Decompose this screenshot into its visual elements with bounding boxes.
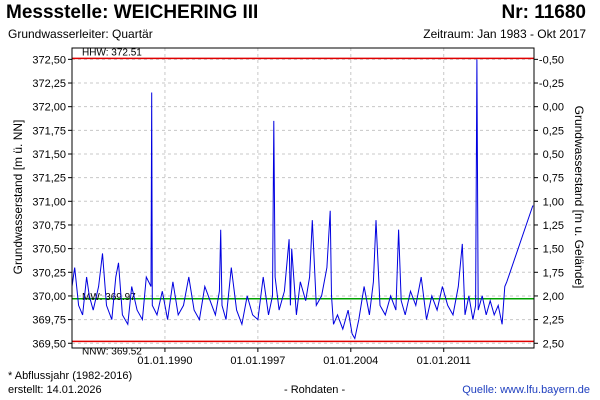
- x-axis-ticks: 01.01.1990 01.01.1997 01.01.2004 01.01.2011: [137, 348, 471, 367]
- mw-line-label: MW: 369.97: [82, 292, 136, 303]
- series-layer: [71, 59, 534, 340]
- y2-tick-label: 2,50: [543, 338, 564, 350]
- raw-data-label: - Rohdaten -: [284, 384, 346, 396]
- y-tick-label: 372,00: [32, 102, 66, 114]
- y2-tick-label: 0,75: [543, 173, 564, 185]
- y2-tick-label: 2,00: [543, 291, 564, 303]
- x-tick-label: 01.01.1997: [230, 355, 285, 367]
- y-tick-label: 370,75: [32, 220, 66, 232]
- y2-tick-label: 0,50: [543, 149, 564, 161]
- nnw-line-label: NNW: 369.52: [82, 346, 142, 357]
- period-label: Zeitraum: Jan 1983 - Okt 2017: [423, 27, 586, 41]
- created-date: erstellt: 14.01.2026: [8, 384, 102, 396]
- reference-lines: HHW: 372.51 MW: 369.97 NNW: 369.52: [72, 47, 534, 357]
- y-tick-label: 370,50: [32, 244, 66, 256]
- y-tick-label: 372,50: [32, 54, 66, 66]
- y-tick-label: 371,75: [32, 125, 66, 137]
- station-number: Nr: 11680: [501, 2, 586, 23]
- y2-tick-label: 1,50: [543, 244, 564, 256]
- hhw-line-label: HHW: 372.51: [82, 47, 142, 58]
- y-tick-label: 371,00: [32, 196, 66, 208]
- y-tick-label: 372,25: [32, 78, 66, 90]
- y2-tick-label: 0,25: [543, 125, 564, 137]
- y2-tick-label: -0,25: [539, 78, 564, 90]
- x-tick-label: 01.01.1990: [137, 355, 192, 367]
- y-tick-label: 370,00: [32, 291, 66, 303]
- y2-tick-label: 0,00: [543, 102, 564, 114]
- y2-tick-label: 1,25: [543, 220, 564, 232]
- aquifer-label: Grundwasserleiter: Quartär: [8, 27, 153, 41]
- page-title: Messstelle: WEICHERING III: [6, 2, 259, 23]
- y2-tick-label: 1,00: [543, 196, 564, 208]
- x-tick-label: 01.01.2011: [417, 355, 471, 367]
- y2-tick-label: 2,25: [543, 315, 564, 327]
- y-tick-label: 371,50: [32, 149, 66, 161]
- source-link[interactable]: Quelle: www.lfu.bayern.de: [462, 384, 590, 396]
- chart-grid: [72, 48, 534, 348]
- y-tick-label: 369,50: [32, 338, 66, 350]
- y2-axis-ticks: 2,50 2,25 2,00 1,75 1,50 1,25 1,00 0,75 0,50 0,25…: [534, 54, 564, 350]
- x-tick-label: 01.01.2004: [323, 355, 378, 367]
- footnote: * Abflussjahr (1982-2016): [8, 370, 133, 382]
- y-tick-label: 370,25: [32, 267, 66, 279]
- plot-frame: [71, 47, 535, 349]
- y2-tick-label: -0,50: [539, 54, 564, 66]
- y-tick-label: 369,75: [32, 315, 66, 327]
- series-line: [71, 59, 534, 340]
- y-tick-label: 371,25: [32, 173, 66, 185]
- y-axis-label: Grundwasserstand [m ü. NN]: [11, 120, 25, 275]
- y-axis-ticks: 369,50 369,75 370,00 370,25 370,50 370,75 371,…: [32, 54, 72, 350]
- y2-axis-label: Grundwasserstand [m u. Gelände]: [572, 106, 586, 289]
- y2-tick-label: 1,75: [543, 267, 564, 279]
